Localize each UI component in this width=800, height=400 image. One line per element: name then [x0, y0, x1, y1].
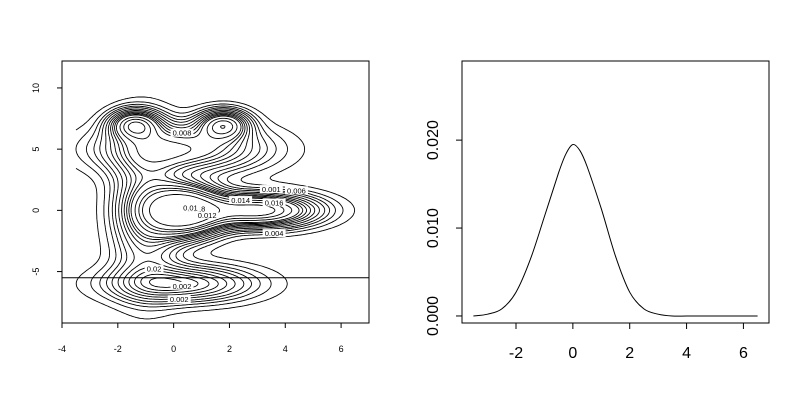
- contour-label: 0.001: [262, 185, 281, 194]
- contour-line-5: [105, 108, 320, 300]
- contour-labels: 0.0080.0060.0120.0140.0010.0160.0180.004…: [144, 128, 308, 304]
- y-tick-label: 0.020: [425, 120, 442, 160]
- contour-label-bg: [167, 295, 191, 304]
- contour-label-bg: [259, 185, 283, 194]
- contour-label-bg: [284, 186, 308, 195]
- contour-line-0: [75, 96, 356, 320]
- contour-panel: 0.0080.0060.0120.0140.0010.0160.0180.004…: [31, 60, 370, 354]
- x-tick-label: 6: [739, 345, 748, 362]
- contour-label-bg: [262, 198, 286, 207]
- density-plot-frame: [461, 60, 770, 324]
- contour-label: 0.016: [265, 199, 284, 208]
- y-tick-label: 0: [31, 208, 41, 213]
- contour-label: 0.004: [265, 229, 284, 238]
- contour-label-bg: [180, 203, 200, 212]
- contour-line-6: [107, 110, 316, 298]
- contour-label: 0.012: [198, 211, 217, 220]
- contour-line-10: [115, 114, 300, 288]
- density-series: [473, 143, 758, 317]
- x-tick-label: -4: [58, 344, 66, 354]
- contour-label: 0.006: [287, 186, 306, 195]
- contour-line-1: [75, 101, 344, 312]
- density-panel: -2 0 2 4 6 0.000 0.010 0.020: [425, 60, 770, 362]
- contour-label-bg: [229, 196, 253, 205]
- contour-label-bg: [195, 210, 219, 219]
- y-tick-label: 0.000: [425, 296, 442, 336]
- contour-label: 0.014: [231, 196, 250, 205]
- contour-line-13: [127, 121, 276, 231]
- x-tick-label: 0: [568, 345, 577, 362]
- y-tick-label: 5: [31, 147, 41, 152]
- contour-plot-frame: [61, 60, 370, 324]
- density-x-axis: -2 0 2 4 6: [509, 323, 748, 362]
- x-tick-label: 0: [171, 344, 176, 354]
- contour-label: 0.002: [170, 295, 189, 304]
- x-tick-label: -2: [509, 345, 523, 362]
- contour-line-3: [93, 105, 331, 305]
- x-tick-label: 4: [682, 345, 691, 362]
- x-tick-label: 4: [283, 344, 288, 354]
- contour-label: 0.02: [147, 265, 162, 274]
- y-tick-label: -5: [31, 268, 41, 276]
- contour-label: 0.01: [183, 203, 198, 212]
- contour-line-14: [149, 194, 220, 227]
- contour-label-bg: [144, 264, 164, 273]
- contour-line-8: [112, 112, 307, 294]
- contour-label-bg: [170, 128, 194, 137]
- contour-lines: [75, 96, 356, 320]
- x-tick-label: 6: [339, 344, 344, 354]
- contour-line-7: [110, 111, 311, 296]
- contour-y-axis: -5 0 5 10: [31, 83, 62, 276]
- y-tick-label: 0.010: [425, 208, 442, 248]
- density-curve: [473, 143, 758, 317]
- y-tick-label: 10: [31, 83, 41, 93]
- contour-line-11: [119, 116, 293, 235]
- x-tick-label: 2: [227, 344, 232, 354]
- contour-label: 0.008: [173, 129, 192, 138]
- contour-label-bg: [262, 229, 286, 238]
- density-y-axis: 0.000 0.010 0.020: [425, 120, 462, 336]
- x-tick-label: -2: [114, 344, 122, 354]
- contour-label-bg: [170, 281, 194, 290]
- contour-x-axis: -4 -2 0 2 4 6: [58, 323, 344, 354]
- x-tick-label: 2: [625, 345, 634, 362]
- contour-label: 0.002: [173, 282, 192, 291]
